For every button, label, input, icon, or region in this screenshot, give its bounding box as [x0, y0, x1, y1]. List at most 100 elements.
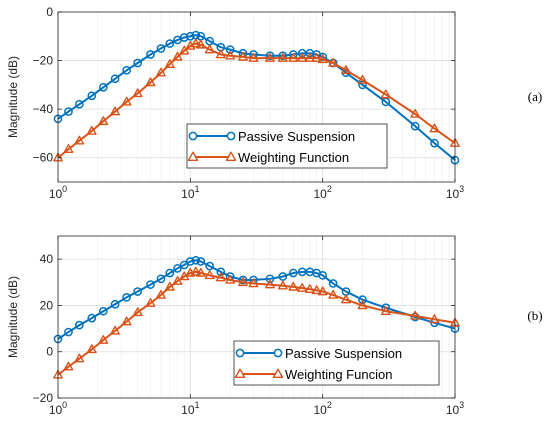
- data-point: [317, 54, 328, 64]
- legend-marker: [234, 368, 246, 379]
- data-point: [156, 274, 166, 284]
- data-point: [265, 274, 275, 284]
- data-point: [110, 74, 120, 84]
- data-point: [165, 268, 175, 278]
- data-point: [216, 267, 226, 277]
- x-tick-label: 100: [49, 400, 67, 417]
- data-point: [121, 316, 132, 326]
- data-point: [311, 285, 322, 295]
- data-point: [172, 276, 183, 285]
- data-point: [98, 116, 109, 126]
- data-point: [288, 53, 299, 62]
- axes-box-b: [57, 235, 456, 399]
- data-point: [225, 50, 236, 60]
- data-point: [74, 135, 85, 145]
- panel-a: 100 101 102 103 0 −20 −40 −60 Magnitude (dB) Pa…: [6, 5, 542, 201]
- data-point: [173, 264, 182, 273]
- data-point: [195, 267, 206, 277]
- data-point: [304, 284, 315, 294]
- data-point: [156, 44, 166, 53]
- data-point: [145, 77, 156, 87]
- data-point: [297, 53, 308, 62]
- data-point: [185, 31, 195, 41]
- data-point: [278, 51, 288, 61]
- x-tick-label: 101: [181, 184, 199, 201]
- legend-marker: [187, 151, 199, 162]
- data-point: [357, 300, 368, 310]
- x-tick-label: 101: [181, 400, 199, 417]
- legend-a: Passive Suspension Weighting Function: [186, 123, 388, 169]
- legend-label-weighting-funcion: Weighting Funcion: [285, 367, 392, 382]
- data-point: [225, 274, 236, 284]
- data-point: [238, 277, 248, 287]
- data-point: [341, 294, 351, 304]
- legend-label-passive-suspension: Passive Suspension: [285, 346, 402, 361]
- data-point: [110, 106, 120, 116]
- data-point: [380, 89, 391, 99]
- data-point: [380, 306, 391, 315]
- data-point: [190, 266, 201, 276]
- y-tick-label: −60: [33, 151, 54, 165]
- y-axis-label-b: Magnitude (dB): [6, 276, 20, 358]
- data-point: [156, 67, 166, 77]
- data-point: [156, 289, 166, 299]
- data-point: [110, 299, 120, 309]
- data-point: [74, 353, 85, 363]
- data-point: [164, 59, 175, 68]
- data-point: [248, 53, 259, 62]
- y-tick-label: −20: [33, 54, 54, 68]
- y-tick-label: 0: [46, 5, 53, 19]
- data-point: [429, 314, 440, 324]
- data-point: [225, 45, 235, 54]
- data-point: [205, 261, 215, 271]
- data-point: [265, 279, 275, 289]
- data-point: [248, 278, 259, 288]
- data-point: [297, 282, 308, 292]
- series-a: [53, 30, 460, 165]
- data-point: [204, 44, 215, 54]
- data-point: [132, 307, 143, 317]
- data-point: [195, 39, 206, 49]
- data-point: [410, 108, 421, 118]
- data-point: [215, 272, 226, 282]
- data-point: [358, 295, 367, 304]
- ticks-b: 100 101 102 103 40 20 0 −20: [33, 236, 464, 417]
- data-point: [87, 313, 97, 323]
- x-tick-label: 103: [446, 184, 464, 201]
- data-point: [146, 280, 155, 289]
- data-point: [146, 50, 155, 59]
- legend-marker: [188, 131, 198, 141]
- data-point: [133, 58, 143, 68]
- data-point: [98, 306, 108, 316]
- y-tick-label: 0: [46, 345, 53, 359]
- data-point: [277, 53, 288, 62]
- data-point: [304, 53, 315, 62]
- data-point: [238, 51, 248, 61]
- legend-entry-weighting-funcion: [234, 368, 284, 379]
- data-point: [179, 33, 189, 42]
- data-point: [328, 279, 338, 288]
- data-point: [190, 38, 201, 48]
- legend-marker: [225, 151, 237, 162]
- data-point: [429, 123, 440, 133]
- data-point: [172, 51, 183, 61]
- data-point: [288, 268, 298, 278]
- legend-box-b: [233, 340, 440, 386]
- data-point: [122, 292, 131, 302]
- x-tick-label: 102: [313, 400, 331, 417]
- data-point: [288, 281, 299, 291]
- data-point: [64, 327, 73, 337]
- data-point: [64, 107, 73, 116]
- data-point: [63, 361, 74, 371]
- data-point: [121, 96, 132, 106]
- data-point: [122, 65, 131, 75]
- legend-b: Passive Suspension Weighting Funcion: [233, 340, 440, 386]
- data-point: [215, 49, 226, 59]
- y-axis-label-a: Magnitude (dB): [6, 56, 20, 138]
- data-point: [196, 257, 206, 266]
- legend-entry-passive-suspension: [188, 131, 236, 141]
- legend-marker: [235, 348, 245, 358]
- x-tick-label: 100: [49, 184, 67, 201]
- panel-label-a: (a): [528, 89, 542, 104]
